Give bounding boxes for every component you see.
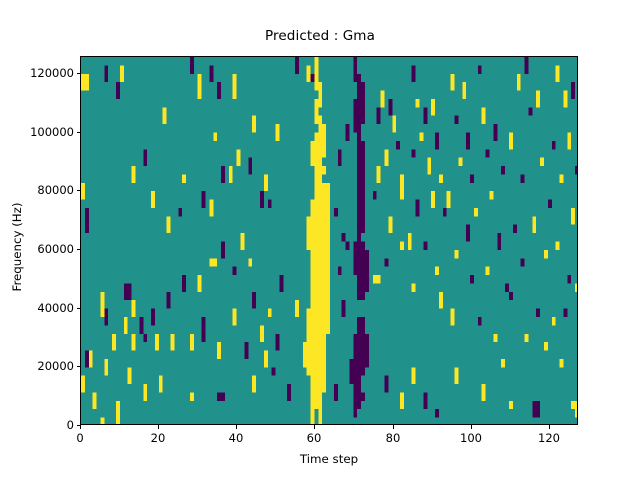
y-tick-label: 60000 xyxy=(37,242,74,256)
y-tick-mark xyxy=(76,132,80,133)
y-tick-label: 100000 xyxy=(30,125,74,139)
x-tick-label: 100 xyxy=(460,431,482,445)
x-tick-mark xyxy=(393,425,394,429)
heatmap-image xyxy=(81,57,577,424)
x-tick-mark xyxy=(158,425,159,429)
x-tick-label: 80 xyxy=(385,431,401,445)
x-axis-label: Time step xyxy=(299,452,359,466)
x-tick-mark xyxy=(471,425,472,429)
y-axis-label: Frequency (Hz) xyxy=(10,202,24,292)
y-tick-label: 40000 xyxy=(37,301,74,315)
y-tick-mark xyxy=(76,366,80,367)
y-tick-mark xyxy=(76,73,80,74)
x-tick-mark xyxy=(80,425,81,429)
y-tick-label: 20000 xyxy=(37,359,74,373)
x-tick-label: 0 xyxy=(76,431,84,445)
page-title: Predicted : Gma xyxy=(265,28,375,44)
y-tick-mark xyxy=(76,249,80,250)
x-tick-label: 120 xyxy=(538,431,560,445)
x-tick-mark xyxy=(314,425,315,429)
x-tick-label: 60 xyxy=(306,431,322,445)
y-tick-mark xyxy=(76,425,80,426)
y-tick-label: 0 xyxy=(66,418,74,432)
x-tick-mark xyxy=(236,425,237,429)
y-tick-mark xyxy=(76,190,80,191)
y-tick-mark xyxy=(76,308,80,309)
x-tick-mark xyxy=(549,425,550,429)
heatmap-axes xyxy=(80,56,578,425)
x-tick-label: 20 xyxy=(150,431,166,445)
x-tick-label: 40 xyxy=(228,431,244,445)
y-tick-label: 120000 xyxy=(30,66,74,80)
y-tick-label: 80000 xyxy=(37,183,74,197)
